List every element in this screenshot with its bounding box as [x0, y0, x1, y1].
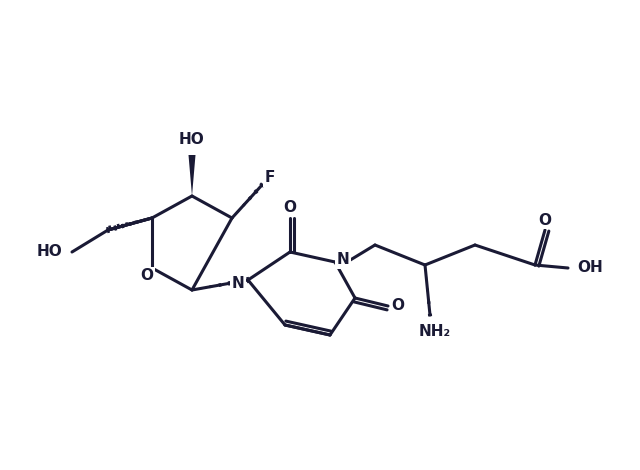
Text: O: O	[141, 268, 154, 283]
Text: OH: OH	[577, 260, 603, 275]
Polygon shape	[189, 155, 195, 196]
Text: F: F	[265, 171, 275, 186]
Text: NH₂: NH₂	[419, 324, 451, 339]
Text: O: O	[284, 199, 296, 214]
Text: HO: HO	[37, 244, 63, 259]
Text: O: O	[392, 298, 404, 313]
Text: N: N	[232, 276, 244, 291]
Text: N: N	[337, 252, 349, 267]
Text: O: O	[538, 212, 552, 227]
Text: HO: HO	[179, 133, 205, 148]
